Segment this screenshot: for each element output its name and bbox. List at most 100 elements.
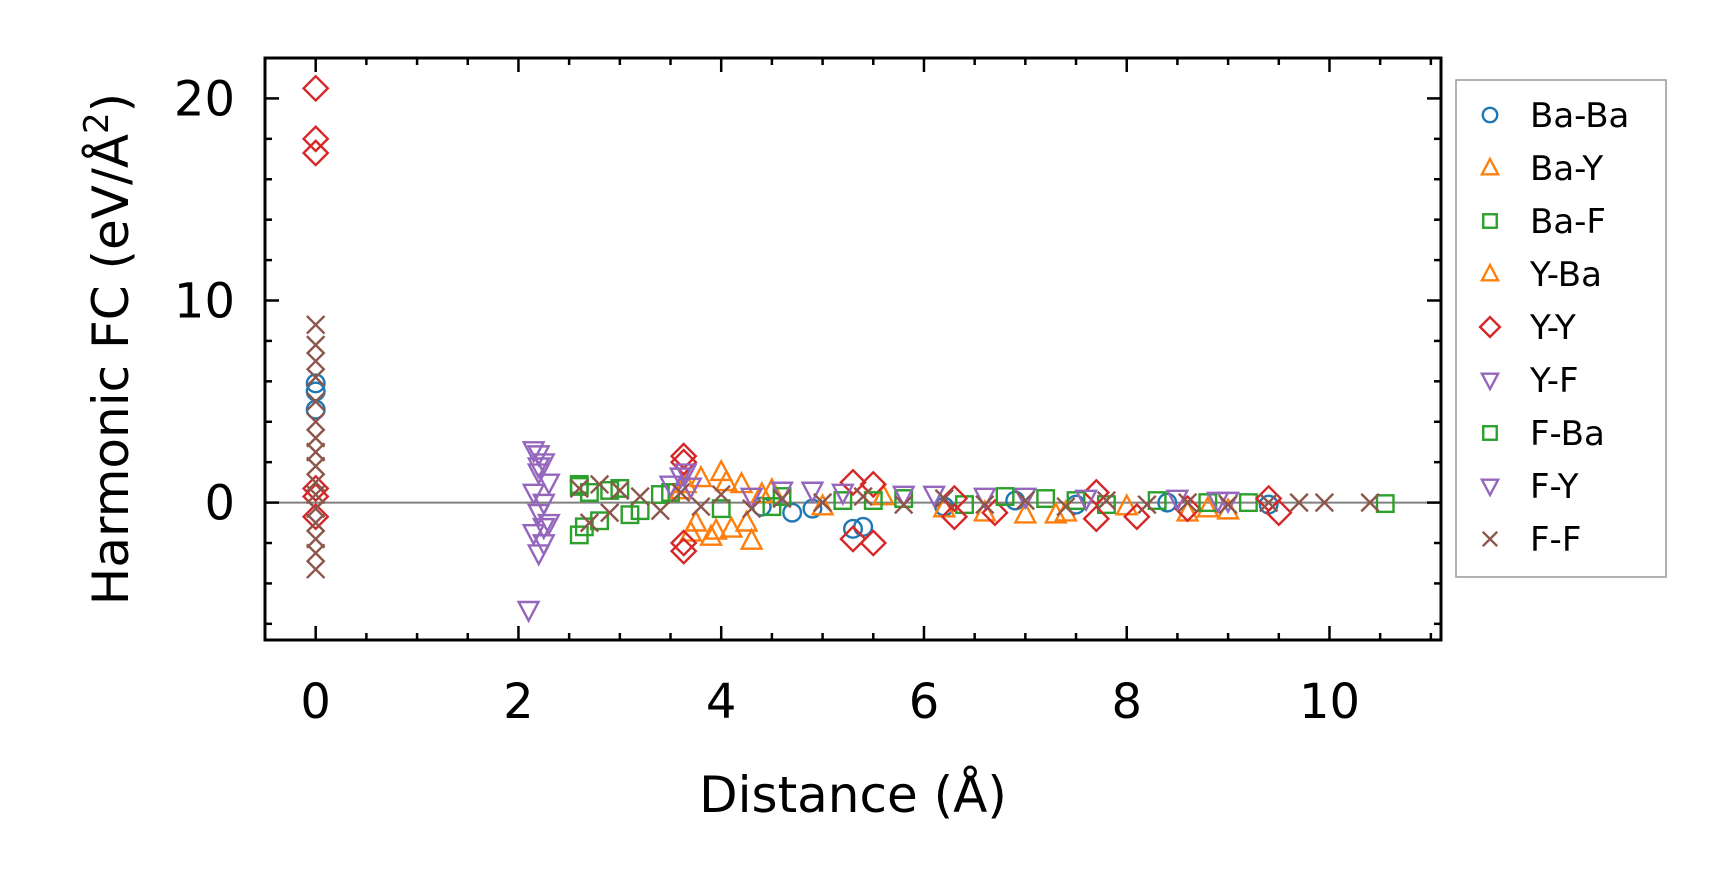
data-point bbox=[1238, 493, 1258, 513]
data-point bbox=[1206, 491, 1230, 515]
x-tick-label: 6 bbox=[909, 674, 940, 730]
data-point bbox=[749, 480, 774, 504]
data-point bbox=[1259, 492, 1279, 513]
data-point bbox=[1360, 492, 1380, 513]
data-point bbox=[650, 485, 670, 504]
data-point bbox=[940, 502, 969, 531]
data-point bbox=[669, 529, 698, 557]
data-point bbox=[610, 478, 630, 498]
data-point bbox=[306, 335, 326, 355]
data-point bbox=[741, 498, 762, 519]
legend-marker bbox=[1478, 315, 1502, 339]
data-point bbox=[839, 525, 867, 553]
data-point bbox=[699, 523, 723, 546]
data-point bbox=[830, 483, 855, 507]
data-point bbox=[1074, 489, 1099, 513]
data-point bbox=[630, 486, 650, 507]
data-point bbox=[871, 482, 896, 506]
data-point bbox=[306, 412, 326, 432]
data-point bbox=[843, 518, 864, 539]
legend-marker bbox=[1479, 156, 1501, 176]
legend: Ba-Ba Ba-Y Ba-F Y-Ba Y-Y Y-F F-Ba F-Y F-… bbox=[1455, 79, 1667, 578]
series-y-y bbox=[301, 74, 1293, 565]
x-tick-label: 4 bbox=[706, 674, 737, 730]
data-point bbox=[762, 497, 782, 517]
data-point bbox=[1056, 496, 1076, 517]
data-point bbox=[301, 125, 330, 153]
data-point bbox=[812, 492, 833, 513]
data-point bbox=[671, 482, 691, 503]
data-point bbox=[306, 543, 326, 563]
data-point bbox=[1096, 490, 1117, 511]
data-point bbox=[810, 493, 835, 516]
data-point bbox=[669, 448, 698, 476]
legend-label: F-Y bbox=[1530, 467, 1579, 507]
legend-label: Y-Y bbox=[1529, 308, 1576, 348]
data-point bbox=[306, 484, 326, 505]
data-point bbox=[1218, 494, 1238, 515]
data-point bbox=[981, 498, 1009, 527]
data-point bbox=[620, 505, 640, 525]
legend-label: Y-Ba bbox=[1529, 255, 1602, 295]
x-tick-label: 2 bbox=[503, 674, 534, 730]
data-point bbox=[711, 484, 731, 505]
data-point bbox=[610, 480, 630, 501]
data-point bbox=[306, 428, 326, 448]
data-point bbox=[306, 498, 326, 519]
data-point bbox=[800, 481, 825, 505]
data-point bbox=[526, 457, 551, 480]
data-point bbox=[940, 484, 969, 513]
data-point bbox=[301, 502, 330, 531]
data-point bbox=[782, 502, 803, 523]
data-point bbox=[1157, 492, 1178, 513]
data-point bbox=[1082, 478, 1111, 507]
data-point bbox=[306, 315, 326, 335]
data-point bbox=[1015, 490, 1035, 511]
data-point bbox=[1096, 495, 1116, 515]
data-point bbox=[1114, 493, 1139, 516]
data-point bbox=[306, 351, 326, 371]
series-y-f bbox=[516, 441, 1240, 624]
data-point bbox=[673, 463, 698, 486]
data-point bbox=[305, 373, 326, 394]
legend-marker bbox=[1482, 213, 1498, 229]
data-point bbox=[772, 487, 792, 506]
data-point bbox=[711, 499, 731, 519]
legend-marker bbox=[1482, 425, 1498, 441]
y-tick-label: 10 bbox=[174, 274, 235, 330]
data-point bbox=[650, 501, 671, 521]
data-point bbox=[1375, 494, 1395, 514]
legend-marker bbox=[1481, 530, 1499, 548]
plot-frame bbox=[263, 56, 1443, 642]
data-point bbox=[975, 494, 995, 515]
data-point bbox=[1314, 492, 1335, 513]
y-axis-label: Harmonic FC (eV/Å2) bbox=[77, 93, 140, 605]
series-f-f bbox=[306, 315, 1380, 579]
data-point bbox=[719, 515, 744, 538]
data-point bbox=[859, 529, 888, 557]
data-point bbox=[521, 441, 546, 464]
data-point bbox=[934, 488, 954, 509]
data-point bbox=[739, 527, 764, 550]
data-point bbox=[1082, 504, 1111, 533]
data-point bbox=[1123, 502, 1151, 531]
data-point bbox=[853, 516, 874, 537]
data-point bbox=[729, 470, 754, 494]
data-point bbox=[306, 513, 326, 533]
data-point bbox=[673, 470, 698, 494]
data-point bbox=[853, 486, 873, 507]
data-point bbox=[691, 496, 711, 517]
data-point bbox=[689, 464, 713, 488]
data-point bbox=[579, 513, 600, 533]
data-point bbox=[1036, 489, 1056, 508]
data-point bbox=[569, 478, 589, 499]
data-point bbox=[589, 474, 610, 495]
data-point bbox=[531, 517, 556, 541]
data-point bbox=[1264, 498, 1293, 527]
data-point bbox=[301, 74, 330, 103]
data-point bbox=[894, 494, 914, 515]
data-point bbox=[526, 544, 551, 567]
data-point bbox=[569, 474, 589, 494]
data-point bbox=[863, 491, 883, 511]
